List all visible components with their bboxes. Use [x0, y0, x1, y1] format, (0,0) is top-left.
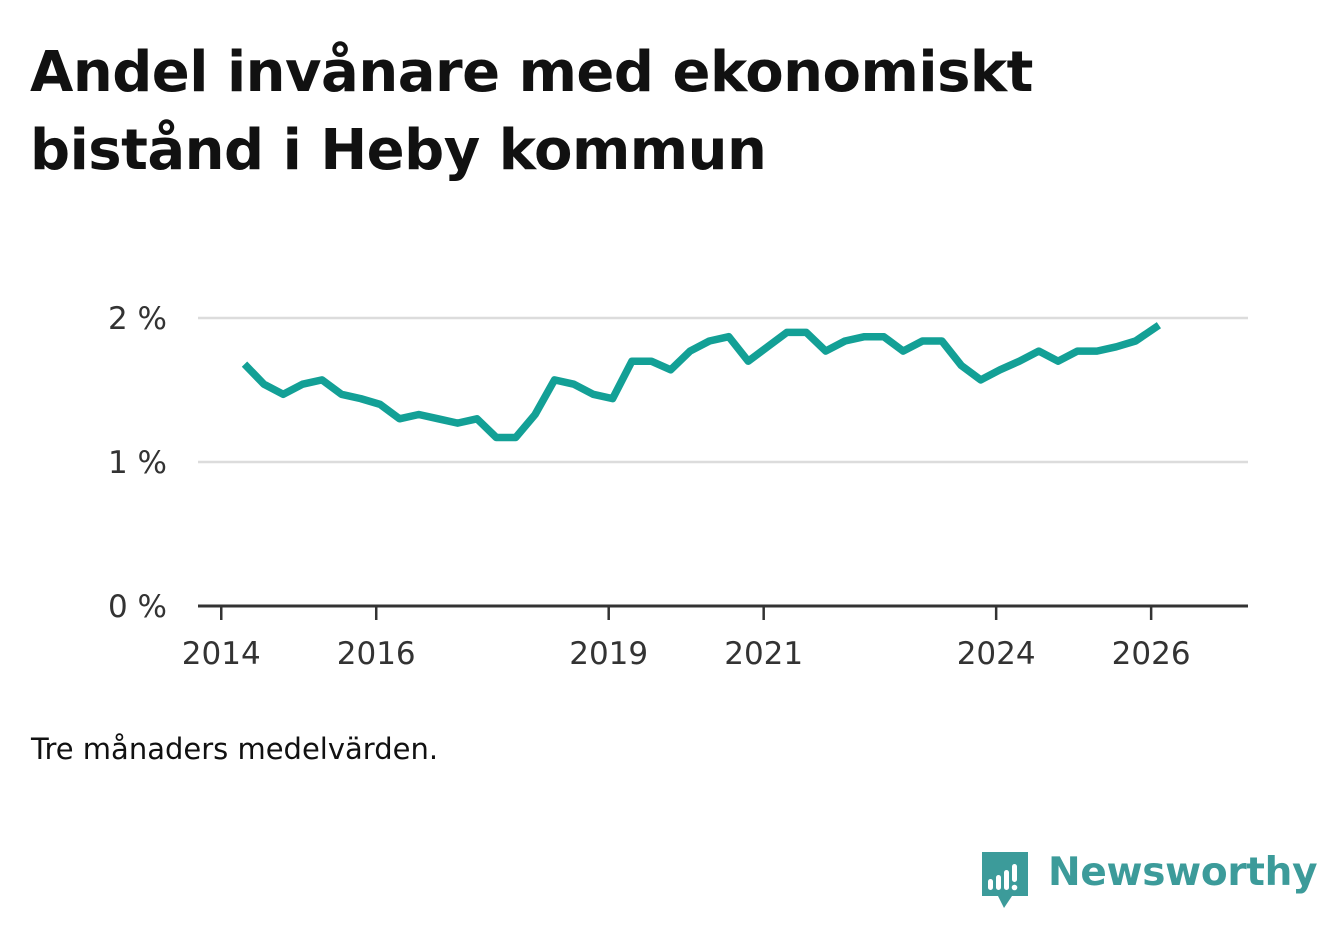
x-tick-label: 2019 — [569, 636, 648, 672]
series-line — [241, 322, 1162, 442]
y-tick-label: 1 % — [108, 445, 167, 481]
x-tick-label: 2026 — [1112, 636, 1191, 672]
y-tick-label: 0 % — [108, 589, 167, 625]
bar-chart-speech-bubble-icon — [982, 852, 1028, 908]
x-tick-label: 2014 — [182, 636, 261, 672]
y-tick-label: 2 % — [108, 301, 167, 337]
chart-title: Andel invånare med ekonomiskt bistånd i … — [30, 40, 1033, 183]
y-axis-ticks: 0 % 1 % 2 % — [108, 301, 167, 625]
x-tick-label: 2016 — [337, 636, 416, 672]
brand-logo: Newsworthy — [980, 850, 1318, 910]
chart-note: Tre månaders medelvärden. — [31, 732, 439, 766]
x-axis: 2014 2016 2019 2021 2024 2026 — [182, 604, 1248, 672]
brand-name: Newsworthy — [1048, 850, 1318, 895]
x-tick-label: 2024 — [957, 636, 1036, 672]
gridlines — [198, 316, 1248, 464]
series-layer — [241, 322, 1162, 442]
x-tick-label: 2021 — [724, 636, 803, 672]
